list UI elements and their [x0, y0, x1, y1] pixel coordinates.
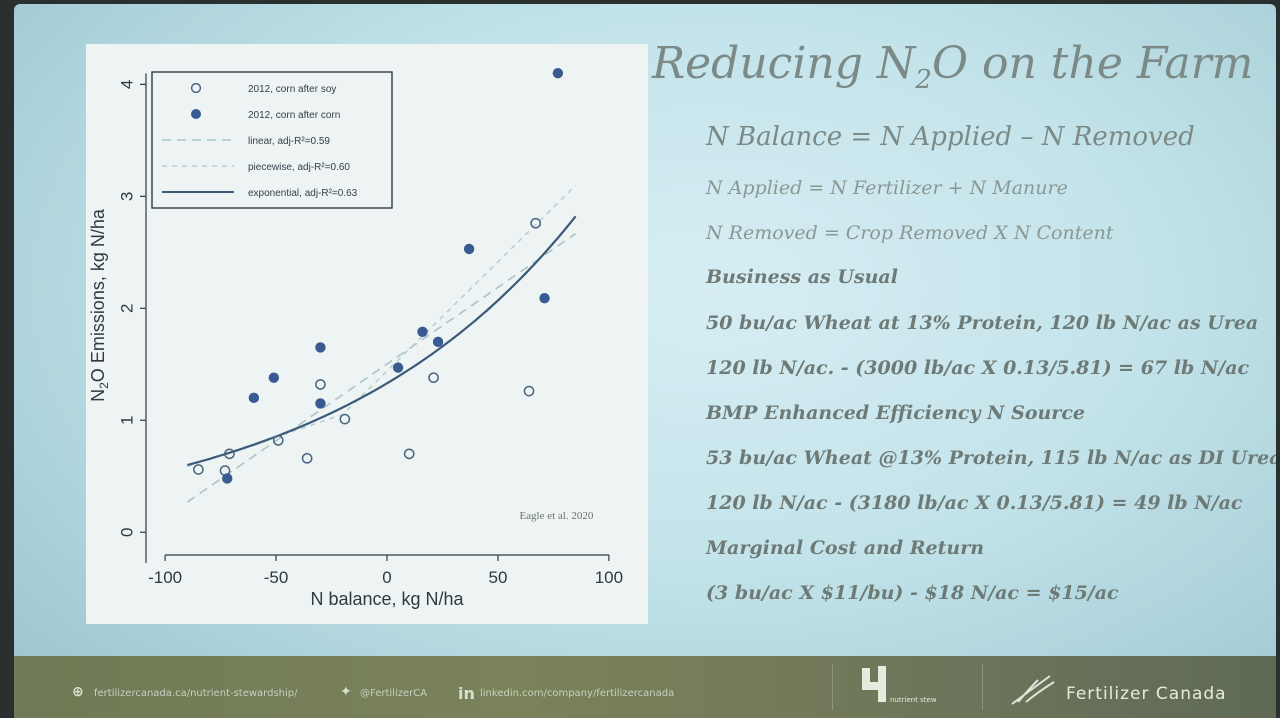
- open-point: [530, 217, 542, 229]
- open-point: [193, 464, 204, 475]
- x-tick-label: 50: [488, 568, 507, 587]
- x-tick-label: -100: [148, 568, 182, 587]
- filled-point: [222, 473, 233, 484]
- footer-divider: [832, 664, 833, 710]
- title-part-1: Reducing N: [652, 38, 916, 89]
- linear-fit-line: [186, 233, 577, 503]
- legend-label: 2012, corn after corn: [248, 110, 340, 121]
- y-tick-label: 2: [117, 304, 136, 313]
- wheat-logo: [1011, 675, 1055, 705]
- slide: -100 -50 0 50 100 0 1 2 3 4 N balance, kg N/ha N2O …: [14, 4, 1276, 718]
- line-calc-bmp: 120 lb N/ac - (3180 lb/ac X 0.13/5.81) =…: [706, 492, 1243, 514]
- legend-label: 2012, corn after soy: [248, 84, 336, 95]
- legend-filled-marker: [191, 109, 201, 119]
- footer-divider: [982, 664, 983, 710]
- x-tick-label: -50: [264, 568, 289, 587]
- open-point: [403, 448, 415, 460]
- filled-point: [432, 336, 444, 348]
- x-axis-label: N balance, kg N/ha: [310, 589, 464, 609]
- y-tick-label: 0: [117, 527, 136, 536]
- filled-point: [315, 398, 326, 409]
- slide-title: Reducing N2O on the Farm: [652, 38, 1262, 95]
- twitter-icon[interactable]: ✦: [340, 684, 352, 700]
- line-marginal: Marginal Cost and Return: [706, 537, 985, 559]
- x-tick-label: 100: [595, 568, 623, 587]
- filled-point: [552, 67, 564, 79]
- filled-point: [463, 243, 475, 255]
- filled-point: [392, 362, 404, 373]
- exponential-fit-line: [187, 215, 577, 467]
- piecewise-fit-line: [187, 184, 577, 468]
- legend-open-marker: [190, 82, 202, 94]
- filled-point: [417, 326, 428, 338]
- filled-point: [248, 392, 260, 404]
- y-axis-label: N2O Emissions, kg N/ha: [88, 208, 111, 402]
- legend-label: exponential, adj-R²=0.63: [248, 188, 358, 199]
- filled-point: [268, 372, 280, 383]
- open-point: [272, 435, 284, 446]
- open-point: [523, 385, 535, 397]
- filled-point: [539, 293, 550, 304]
- footer-twitter[interactable]: @FertilizerCA: [360, 688, 428, 699]
- title-subscript: 2: [915, 64, 932, 95]
- open-point: [339, 413, 351, 425]
- y-tick-label: 1: [117, 416, 136, 425]
- scatter-chart: -100 -50 0 50 100 0 1 2 3 4 N balance, kg N/ha N2O …: [88, 67, 623, 609]
- open-point: [224, 448, 235, 460]
- filled-point: [315, 342, 326, 353]
- 4r-logo: nutrient stewardship: [862, 666, 936, 704]
- legend-label: piecewise, adj-R²=0.60: [248, 162, 350, 173]
- logo-text: nutrient stewardship: [890, 696, 936, 704]
- linkedin-icon[interactable]: in: [458, 684, 475, 703]
- line-business-as-usual: Business as Usual: [706, 266, 898, 288]
- line-return: (3 bu/ac X $11/bu) - $18 N/ac = $15/ac: [706, 582, 1119, 604]
- open-point: [301, 452, 313, 464]
- line-bmp: BMP Enhanced Efficiency N Source: [706, 402, 1085, 424]
- legend-label: linear, adj-R²=0.59: [248, 136, 330, 147]
- title-part-2: O on the Farm: [931, 38, 1254, 89]
- line-n-removed: N Removed = Crop Removed X N Content: [706, 222, 1114, 244]
- chart-panel: -100 -50 0 50 100 0 1 2 3 4 N balance, kg N/ha N2O …: [86, 44, 648, 624]
- open-point: [428, 372, 439, 384]
- x-tick-label: 0: [382, 568, 391, 587]
- line-wheat-bau: 50 bu/ac Wheat at 13% Protein, 120 lb N/…: [706, 312, 1259, 334]
- footer-linkedin[interactable]: linkedin.com/company/fertilizercanada: [480, 688, 675, 699]
- y-tick-label: 3: [117, 192, 136, 201]
- globe-icon[interactable]: ⊕: [72, 684, 84, 700]
- open-point: [315, 379, 326, 390]
- line-wheat-bmp: 53 bu/ac Wheat @13% Protein, 115 lb N/ac…: [706, 447, 1276, 469]
- brand-name: Fertilizer Canada: [1066, 684, 1227, 704]
- line-n-balance: N Balance = N Applied – N Removed: [706, 122, 1195, 152]
- footer-bar: ⊕ fertilizercanada.ca/nutrient-stewardsh…: [14, 656, 1276, 718]
- line-calc-bau: 120 lb N/ac. - (3000 lb/ac X 0.13/5.81) …: [706, 357, 1250, 379]
- line-n-applied: N Applied = N Fertilizer + N Manure: [706, 177, 1068, 199]
- citation-annotation: Eagle et al. 2020: [519, 510, 593, 522]
- footer-website[interactable]: fertilizercanada.ca/nutrient-stewardship…: [94, 688, 298, 699]
- y-tick-label: 4: [117, 80, 136, 89]
